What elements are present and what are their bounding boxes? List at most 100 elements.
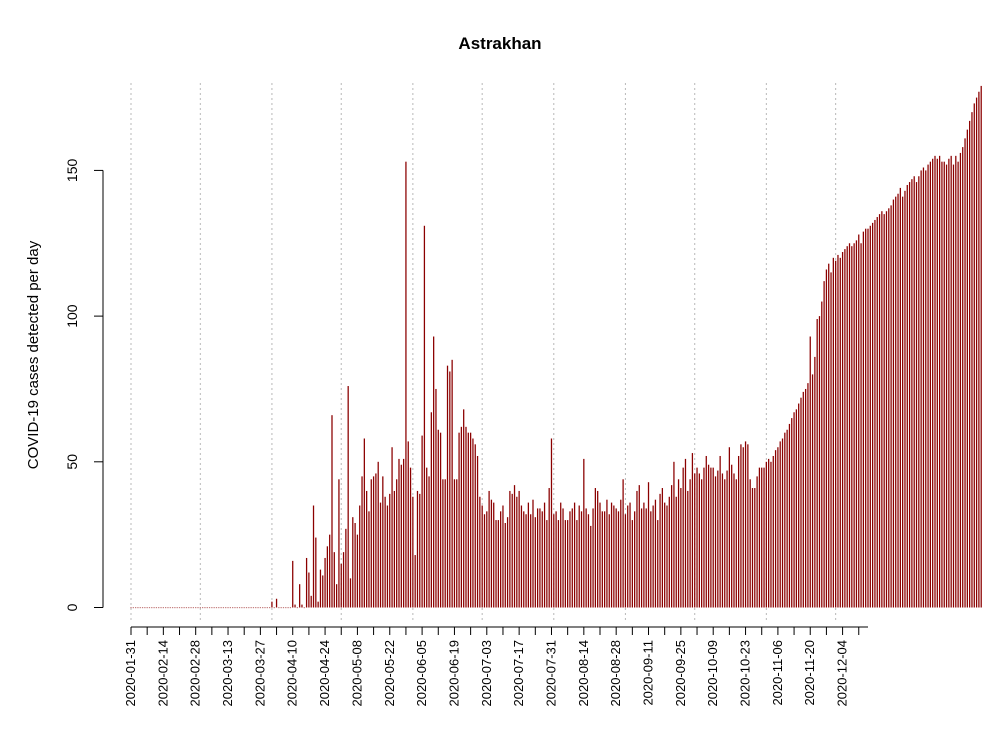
bar	[798, 403, 800, 608]
bar	[941, 161, 943, 608]
bar	[791, 418, 793, 608]
bar	[204, 607, 206, 609]
bar	[534, 517, 536, 608]
bar	[340, 563, 342, 608]
bar	[936, 158, 938, 608]
y-tick-label: 150	[64, 159, 80, 183]
bar	[271, 601, 273, 608]
bar	[555, 511, 557, 608]
bar	[823, 281, 825, 608]
bar	[590, 525, 592, 608]
bar	[541, 511, 543, 608]
bar	[721, 473, 724, 608]
bar	[218, 607, 220, 609]
bar	[892, 199, 895, 608]
x-tick-label: 2020-09-11	[641, 640, 656, 706]
bar	[322, 575, 324, 608]
bar	[895, 196, 897, 608]
bar	[768, 458, 770, 608]
bar	[165, 607, 167, 609]
bar	[292, 560, 294, 608]
bar	[731, 464, 733, 608]
bar	[366, 490, 368, 608]
bar	[560, 502, 562, 608]
bar	[370, 479, 372, 608]
bar	[500, 511, 502, 608]
bar	[553, 514, 555, 608]
bar	[356, 534, 359, 608]
bar	[643, 502, 645, 608]
bar	[167, 607, 169, 609]
bar	[576, 520, 578, 608]
bar	[359, 505, 361, 608]
bar	[592, 508, 594, 608]
bar	[578, 505, 580, 608]
bar	[703, 467, 705, 608]
bar	[241, 607, 243, 609]
bar	[682, 467, 684, 608]
bar	[765, 461, 767, 608]
bar	[460, 426, 463, 608]
bar	[264, 607, 266, 609]
bar	[627, 505, 629, 608]
bar	[664, 502, 666, 608]
bar	[396, 479, 398, 608]
x-tick-label: 2020-07-17	[511, 640, 526, 707]
bar	[215, 607, 218, 609]
bar	[569, 511, 571, 608]
bar	[594, 488, 597, 608]
bar	[222, 607, 225, 609]
bar	[243, 607, 245, 609]
bar	[442, 479, 444, 608]
bar	[724, 479, 726, 608]
x-tick-label: 2020-04-24	[317, 640, 332, 707]
bar	[684, 458, 687, 608]
bar	[624, 514, 627, 608]
bar	[828, 263, 830, 608]
bar	[331, 415, 333, 608]
bar	[698, 473, 700, 608]
bar	[497, 520, 499, 608]
bar	[647, 482, 650, 608]
bar	[433, 336, 435, 608]
bar	[562, 508, 564, 608]
bar	[465, 426, 467, 608]
bar	[860, 243, 862, 608]
bar	[728, 447, 731, 608]
bar	[865, 228, 867, 608]
bar	[650, 511, 652, 608]
x-tick-label: 2020-06-19	[446, 640, 461, 707]
bar	[421, 435, 423, 608]
bar	[158, 607, 160, 609]
bar	[414, 555, 416, 608]
bar	[338, 479, 340, 608]
bar	[904, 190, 906, 608]
bar	[756, 476, 758, 608]
x-tick-label: 2020-04-10	[285, 640, 300, 707]
bar	[707, 464, 710, 608]
bar	[795, 409, 798, 608]
bar	[774, 450, 777, 608]
bar	[816, 319, 818, 608]
bar	[220, 607, 222, 609]
bar	[296, 607, 298, 609]
bar	[712, 467, 714, 608]
bar	[659, 493, 661, 608]
x-tick-label: 2020-11-06	[770, 640, 785, 706]
bar	[423, 225, 426, 608]
bar	[345, 528, 347, 608]
bar	[324, 557, 326, 608]
bar	[846, 246, 848, 608]
bar	[631, 520, 633, 608]
bar	[567, 520, 569, 608]
bar	[146, 607, 148, 609]
bar	[733, 473, 735, 608]
bar	[871, 222, 874, 608]
bar	[137, 607, 139, 609]
bar	[761, 467, 763, 608]
bar	[361, 476, 363, 608]
bar	[481, 505, 483, 608]
bar	[539, 508, 541, 608]
bar	[398, 458, 400, 608]
bar	[615, 508, 617, 608]
